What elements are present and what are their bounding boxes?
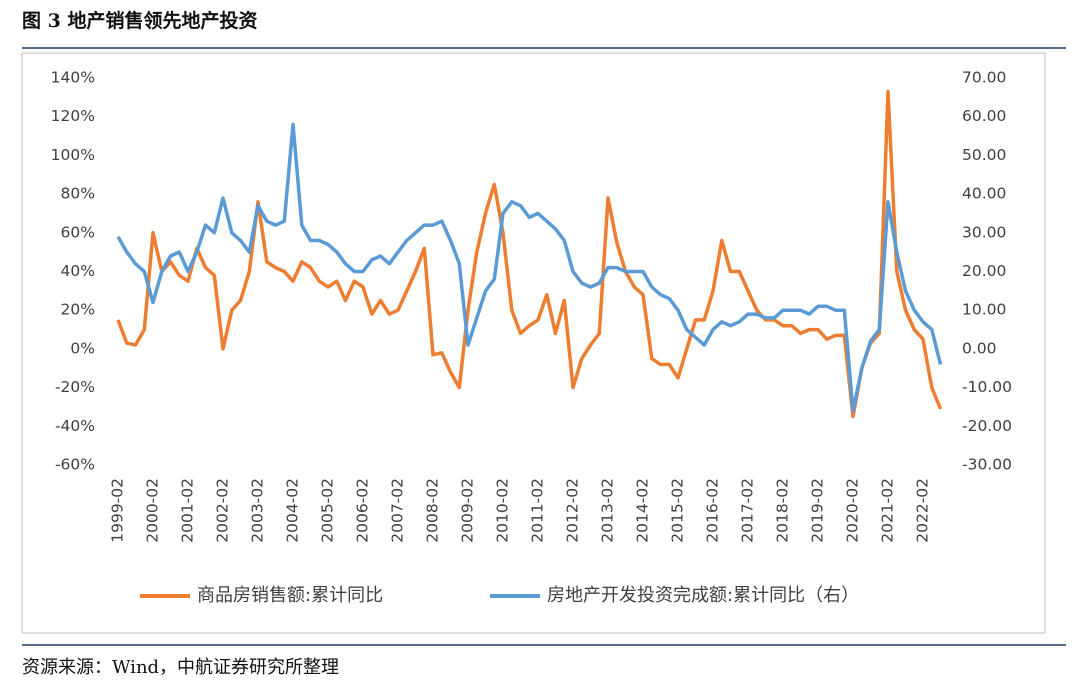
series-line [116,122,943,413]
source-note: 资源来源：Wind，中航证券研究所整理 [22,657,339,678]
y-tick-label: 120% [51,107,95,125]
y2-tick-label: 70.00 [962,69,1006,87]
y2-tick-label: -30.00 [962,456,1012,474]
y2-tick-label: 40.00 [962,185,1006,203]
x-tick-label: 2012-02 [564,478,582,543]
series-line [116,89,943,419]
y2-tick-label: -10.00 [962,378,1012,396]
y-tick-label: 80% [61,185,95,203]
x-tick-label: 2010-02 [494,478,512,543]
x-tick-label: 2009-02 [459,478,477,543]
x-tick-label: 2008-02 [424,478,442,543]
y2-tick-label: 10.00 [962,301,1006,319]
x-tick-label: 2011-02 [529,478,547,543]
x-tick-label: 1999-02 [109,478,127,543]
x-tick-label: 2018-02 [774,478,792,543]
x-tick-label: 2002-02 [214,478,232,543]
y-tick-label: 100% [51,146,95,164]
chart-frame [21,52,1046,634]
y-tick-label: 140% [51,69,95,87]
x-tick-label: 2021-02 [879,478,897,543]
x-tick-label: 2006-02 [354,478,372,543]
x-tick-label: 2005-02 [319,478,337,543]
x-tick-label: 2014-02 [634,478,652,543]
x-tick-label: 2017-02 [739,478,757,543]
y2-tick-label: 30.00 [962,223,1006,241]
y-tick-label: 60% [61,223,95,241]
x-tick-label: 2001-02 [179,478,197,543]
x-tick-label: 2000-02 [144,478,162,543]
x-tick-label: 2020-02 [844,478,862,543]
x-tick-label: 2022-02 [914,478,932,543]
y-tick-label: 0% [70,339,95,357]
x-tick-label: 2013-02 [599,478,617,543]
y2-tick-label: 50.00 [962,146,1006,164]
y2-tick-label: 60.00 [962,107,1006,125]
x-tick-label: 2015-02 [669,478,687,543]
y2-tick-label: 20.00 [962,262,1006,280]
y-tick-label: 40% [61,262,95,280]
y2-tick-label: -20.00 [962,417,1012,435]
x-tick-label: 2004-02 [284,478,302,543]
y-tick-label: -60% [55,456,95,474]
plot: -60% -40% -20% 0% 20% 40% 60% 80% 100% 120% 140% -3… [51,69,1012,607]
y-tick-label: -40% [55,417,95,435]
y-tick-label: -20% [55,378,95,396]
x-tick-label: 2003-02 [249,478,267,543]
legend-label: 房地产开发投资完成额:累计同比（右） [547,585,859,606]
legend-label: 商品房销售额:累计同比 [197,585,383,606]
y2-tick-label: 0.00 [962,339,997,357]
y-tick-label: 20% [61,301,95,319]
x-tick-label: 2007-02 [389,478,407,543]
figure-title: 图 3 地产销售领先地产投资 [22,9,257,32]
x-tick-label: 2016-02 [704,478,722,543]
x-tick-label: 2019-02 [809,478,827,543]
